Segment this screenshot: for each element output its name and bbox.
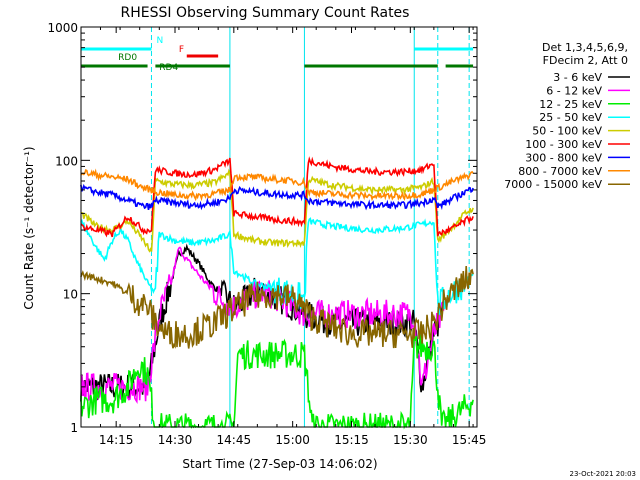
x-tick-label: 14:15 xyxy=(99,433,134,447)
footer-date: 23-Oct-2021 20:03 xyxy=(570,470,636,478)
legend-label: 25 - 50 keV xyxy=(539,111,602,124)
observing-mode-bars: N F RD0 RD4 xyxy=(80,36,474,73)
series-line xyxy=(80,156,474,238)
legend-label: 50 - 100 keV xyxy=(532,125,602,138)
legend: Det 1,3,4,5,6,9,FDecim 2, Att 0 3 - 6 keV… xyxy=(504,41,630,191)
x-tick-label: 15:00 xyxy=(275,433,310,447)
series-line xyxy=(80,333,474,430)
legend-label: 800 - 7000 keV xyxy=(518,165,602,178)
y-tick-label: 100 xyxy=(55,154,78,168)
legend-label: 12 - 25 keV xyxy=(539,98,602,111)
legend-label: 7000 - 15000 keV xyxy=(504,178,602,191)
series-line xyxy=(80,168,474,202)
y-axis-label: Count Rate (s⁻¹ detector⁻¹) xyxy=(22,146,36,309)
chart-title: RHESSI Observing Summary Count Rates xyxy=(121,5,410,21)
series-line xyxy=(80,246,447,405)
series-line xyxy=(80,265,474,349)
x-tick-label: 14:30 xyxy=(158,433,193,447)
mode-bar-label: N xyxy=(156,36,163,46)
x-axis-label: Start Time (27-Sep-03 14:06:02) xyxy=(182,457,377,471)
event-vertical-lines xyxy=(150,27,470,427)
series-line xyxy=(80,168,474,253)
mode-bar-label: RD0 xyxy=(118,53,137,63)
legend-header: FDecim 2, Att 0 xyxy=(543,54,628,67)
legend-label: 300 - 800 keV xyxy=(525,151,602,164)
x-tick-label: 15:45 xyxy=(452,433,487,447)
y-tick-label: 1000 xyxy=(47,21,78,35)
plot-frame xyxy=(80,26,478,428)
legend-label: 6 - 12 keV xyxy=(546,84,602,97)
x-tick-label: 15:15 xyxy=(334,433,369,447)
axes-ticks: 14:15 14:30 14:45 15:00 15:15 15:30 15:45 1 10 10… xyxy=(47,21,486,447)
y-tick-label: 10 xyxy=(63,288,78,302)
mode-bar-label: F xyxy=(179,45,184,55)
legend-label: 100 - 300 keV xyxy=(525,138,602,151)
series-line xyxy=(80,183,474,211)
legend-header: Det 1,3,4,5,6,9, xyxy=(542,41,628,54)
series-lines xyxy=(80,156,474,430)
x-tick-label: 14:45 xyxy=(217,433,252,447)
mode-bar-label: RD4 xyxy=(159,63,178,73)
y-tick-label: 1 xyxy=(70,421,78,435)
x-tick-label: 15:30 xyxy=(393,433,428,447)
legend-label: 3 - 6 keV xyxy=(553,71,602,84)
